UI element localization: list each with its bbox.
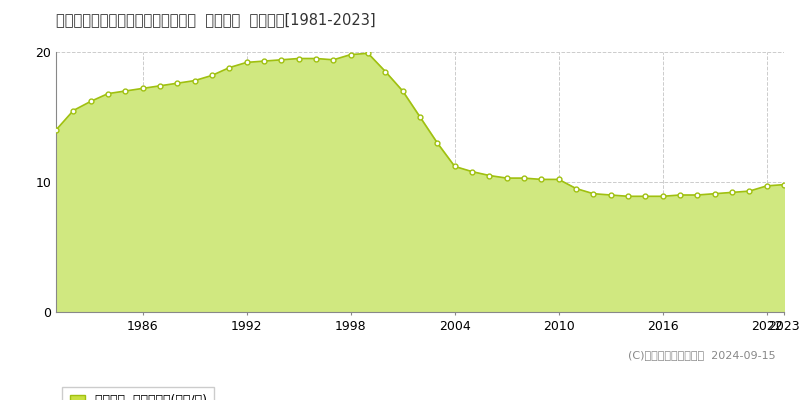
Legend: 地価公示  平均坪単価(万円/坪): 地価公示 平均坪単価(万円/坪) bbox=[62, 387, 214, 400]
Text: (C)土地価格ドットコム  2024-09-15: (C)土地価格ドットコム 2024-09-15 bbox=[628, 350, 776, 360]
Text: 石川県小松市今江町６丁目６２０番  地価公示  地価推移[1981-2023]: 石川県小松市今江町６丁目６２０番 地価公示 地価推移[1981-2023] bbox=[56, 12, 376, 27]
